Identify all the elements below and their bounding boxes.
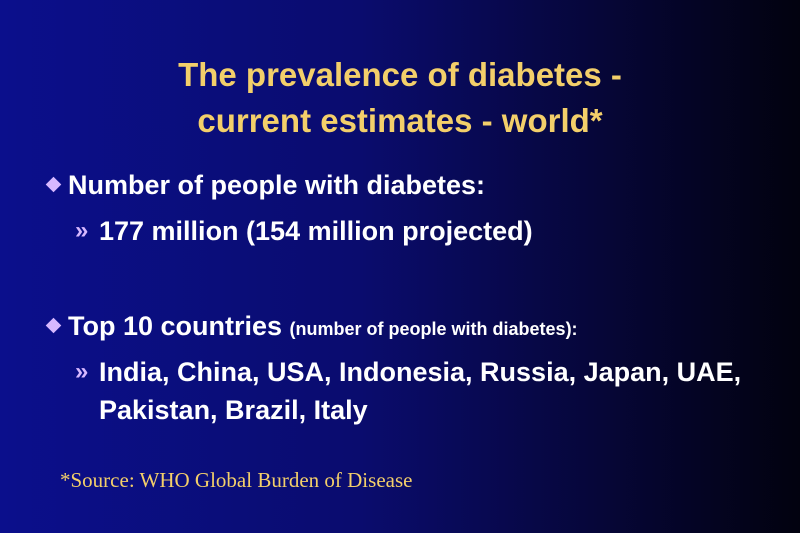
source-footnote: *Source: WHO Global Burden of Disease — [60, 468, 413, 492]
sub-item-top-countries: » India, China, USA, Indonesia, Russia, … — [75, 353, 779, 429]
chevron-bullet-icon: » — [75, 217, 89, 244]
sub-item-diabetes-count: » 177 million (154 million projected) — [75, 212, 779, 250]
bullet-item-diabetes-count: Number of people with diabetes: — [45, 168, 486, 202]
bullet-label: Number of people with diabetes: — [68, 170, 486, 200]
slide-title: The prevalence of diabetes - current est… — [0, 52, 800, 144]
title-line-1: The prevalence of diabetes - — [178, 56, 622, 93]
bullet-label-note: (number of people with diabetes): — [289, 319, 578, 339]
chevron-bullet-icon: » — [75, 358, 89, 385]
diamond-bullet-icon — [45, 317, 62, 334]
bullet-label: Top 10 countries — [68, 311, 290, 341]
sub-item-text: 177 million (154 million projected) — [99, 216, 533, 246]
title-line-2: current estimates - world* — [197, 102, 603, 139]
diamond-bullet-icon — [45, 176, 62, 193]
sub-item-text: India, China, USA, Indonesia, Russia, Ja… — [99, 357, 742, 425]
bullet-item-top-countries: Top 10 countries (number of people with … — [45, 309, 578, 346]
